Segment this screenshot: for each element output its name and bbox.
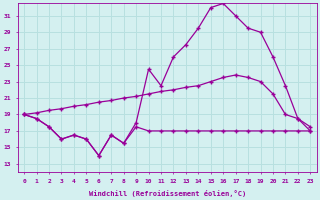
X-axis label: Windchill (Refroidissement éolien,°C): Windchill (Refroidissement éolien,°C) [89,190,246,197]
